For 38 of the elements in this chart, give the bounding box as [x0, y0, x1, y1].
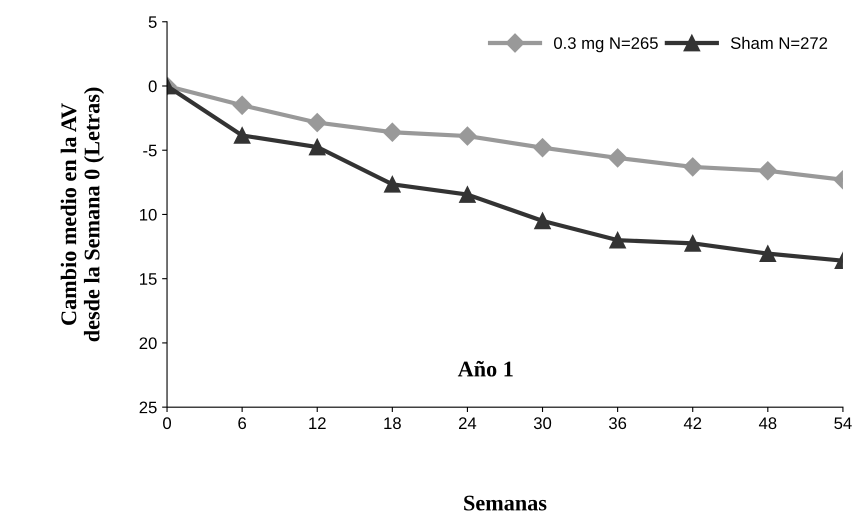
point — [534, 212, 551, 230]
point — [759, 245, 776, 262]
point — [384, 176, 401, 193]
x-axis-title: Semanas — [464, 496, 546, 511]
point — [458, 126, 477, 146]
y-tick-label: 0 — [148, 80, 157, 92]
point — [609, 232, 626, 248]
point — [608, 148, 628, 168]
point — [382, 122, 402, 142]
x-tick-label: 12 — [309, 417, 326, 429]
y-tick-label: 25 — [140, 402, 157, 414]
y-tick-label: 5 — [148, 16, 157, 28]
point — [232, 96, 252, 115]
x-tick-label: 42 — [684, 417, 702, 429]
x-tick-label: 48 — [758, 417, 776, 430]
x-tick-label: 0 — [163, 417, 172, 430]
point — [459, 186, 476, 203]
x-tick-label: 30 — [534, 417, 552, 430]
y-tick-label: 10 — [140, 208, 157, 221]
point — [234, 127, 250, 144]
x-tick-label: 36 — [608, 417, 626, 430]
annotation: Año 1 — [458, 360, 513, 377]
point — [684, 235, 702, 252]
y-tick-label: -5 — [143, 144, 157, 156]
legend-label: 0.3 mg N=265 — [554, 37, 658, 52]
x-tick-label: 6 — [238, 417, 246, 430]
point — [308, 113, 327, 132]
point — [683, 157, 702, 176]
legend-label: Sham N=272 — [730, 36, 828, 49]
point — [532, 138, 552, 158]
x-tick-label: 18 — [384, 417, 401, 430]
y-axis-title: Cambio medio en la AV desde la Semana 0 (Letras) — [60, 88, 104, 342]
y-tick-label: 15 — [140, 273, 157, 285]
x-tick-label: 54 — [834, 417, 852, 430]
y-tick-label: 20 — [140, 337, 157, 350]
point — [308, 138, 326, 156]
point — [758, 161, 778, 180]
x-tick-label: 24 — [459, 417, 476, 429]
